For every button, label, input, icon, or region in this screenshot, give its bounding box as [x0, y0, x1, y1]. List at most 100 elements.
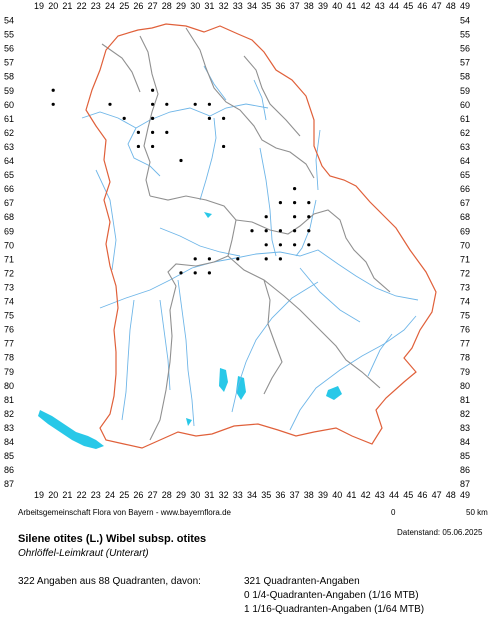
x-tick-bottom-26: 26 [133, 490, 143, 500]
credit-text: Arbeitsgemeinschaft Flora von Bayern - w… [18, 508, 231, 517]
x-axis-top-ticks: 19 20 21 22 23 24 25 26 27 28 29 30 31 32 33 34 35 36 37 38… [34, 1, 470, 11]
y-tick-left-80: 80 [4, 381, 14, 391]
y-tick-right-72: 72 [460, 268, 470, 278]
y-tick-right-64: 64 [460, 156, 470, 166]
x-tick-top-22: 22 [77, 1, 87, 11]
y-tick-right-71: 71 [460, 254, 470, 264]
occurrence-dot [151, 88, 155, 92]
x-tick-bottom-42: 42 [361, 490, 371, 500]
border-oberpfalz [235, 209, 391, 293]
x-tick-bottom-38: 38 [304, 490, 314, 500]
border-schwaben [149, 285, 177, 441]
x-tick-bottom-43: 43 [375, 490, 385, 500]
occurrence-dot [307, 201, 311, 205]
occurrence-dot [193, 102, 197, 106]
x-tick-top-21: 21 [62, 1, 72, 11]
occurrence-dot [293, 187, 297, 191]
y-tick-right-57: 57 [460, 58, 470, 68]
x-tick-bottom-34: 34 [247, 490, 257, 500]
y-tick-left-79: 79 [4, 367, 14, 377]
river-west-1 [95, 169, 117, 271]
x-tick-top-28: 28 [162, 1, 172, 11]
x-tick-top-49: 49 [460, 1, 470, 11]
x-tick-bottom-46: 46 [417, 490, 427, 500]
y-tick-left-57: 57 [4, 58, 14, 68]
y-tick-left-76: 76 [4, 325, 14, 335]
x-axis-bottom-ticks: 19 20 21 22 23 24 25 26 27 28 29 30 31 32 33 34 35 36 37 38… [34, 490, 470, 500]
occurrence-dot [264, 215, 268, 219]
x-tick-bottom-23: 23 [91, 490, 101, 500]
occurrence-dot [151, 144, 155, 149]
occurrence-dot [179, 158, 183, 163]
x-tick-bottom-30: 30 [190, 490, 200, 500]
river-altmuehl [159, 227, 241, 257]
x-tick-top-31: 31 [204, 1, 214, 11]
occurrence-dot [250, 229, 254, 233]
x-tick-bottom-44: 44 [389, 490, 399, 500]
y-tick-left-56: 56 [4, 44, 14, 54]
occurrence-dot [293, 215, 297, 219]
x-tick-top-25: 25 [119, 1, 129, 11]
x-tick-top-32: 32 [219, 1, 229, 11]
y-tick-left-73: 73 [4, 282, 14, 292]
occurrence-dot [278, 243, 282, 247]
river-main-south [127, 127, 161, 177]
y-tick-right-76: 76 [460, 325, 470, 335]
y-tick-right-67: 67 [460, 198, 470, 208]
x-tick-top-24: 24 [105, 1, 115, 11]
lake-small-2 [186, 418, 192, 426]
x-tick-top-19: 19 [34, 1, 44, 11]
x-tick-top-36: 36 [275, 1, 285, 11]
occurrence-dot [165, 102, 169, 106]
scale-start-label: 0 [391, 508, 396, 517]
district-borders [101, 27, 391, 441]
occurrence-dot [136, 144, 140, 149]
y-tick-right-79: 79 [460, 367, 470, 377]
occurrence-dot [151, 116, 155, 120]
x-tick-top-35: 35 [261, 1, 271, 11]
scale-end-label: 50 km [466, 508, 488, 517]
lakes [38, 212, 342, 449]
border-west-inner [101, 43, 141, 93]
rivers [81, 65, 419, 431]
y-tick-right-78: 78 [460, 353, 470, 363]
river-donau [99, 249, 419, 309]
y-tick-left-86: 86 [4, 465, 14, 475]
river-regen [295, 199, 317, 257]
y-tick-left-74: 74 [4, 297, 14, 307]
y-tick-right-54: 54 [460, 16, 470, 26]
occurrence-dot [278, 229, 282, 233]
stats-line-2: 0 1/4-Quadranten-Angaben (1/16 MTB) [244, 590, 419, 601]
x-tick-top-43: 43 [375, 1, 385, 11]
river-vils [299, 267, 361, 323]
y-tick-right-66: 66 [460, 184, 470, 194]
occurrence-dot [236, 257, 240, 261]
distribution-map: 19 20 21 22 23 24 25 26 27 28 29 30 31 32 33 34 35 36 37 38… [4, 1, 470, 500]
x-tick-top-34: 34 [247, 1, 257, 11]
x-tick-bottom-20: 20 [48, 490, 58, 500]
y-tick-left-77: 77 [4, 339, 14, 349]
y-tick-right-80: 80 [460, 381, 470, 391]
border-oberbayern-west [263, 279, 283, 395]
x-tick-bottom-41: 41 [346, 490, 356, 500]
x-tick-top-23: 23 [91, 1, 101, 11]
y-tick-right-61: 61 [460, 114, 470, 124]
river-naab [259, 147, 277, 257]
x-tick-bottom-22: 22 [77, 490, 87, 500]
y-tick-right-87: 87 [460, 479, 470, 489]
border-north-inner [243, 55, 301, 137]
river-regnitz [199, 117, 217, 201]
y-tick-right-86: 86 [460, 465, 470, 475]
occurrence-dot [293, 229, 297, 233]
x-tick-top-48: 48 [446, 1, 456, 11]
occurrence-dot [193, 271, 197, 275]
lake-starnberger-see [236, 376, 246, 400]
x-tick-bottom-35: 35 [261, 490, 271, 500]
x-tick-bottom-36: 36 [275, 490, 285, 500]
x-tick-bottom-33: 33 [233, 490, 243, 500]
occurrence-dot [307, 215, 311, 219]
river-iller [121, 299, 135, 421]
y-tick-left-60: 60 [4, 100, 14, 110]
y-tick-left-82: 82 [4, 409, 14, 419]
occurrence-dot [278, 257, 282, 261]
